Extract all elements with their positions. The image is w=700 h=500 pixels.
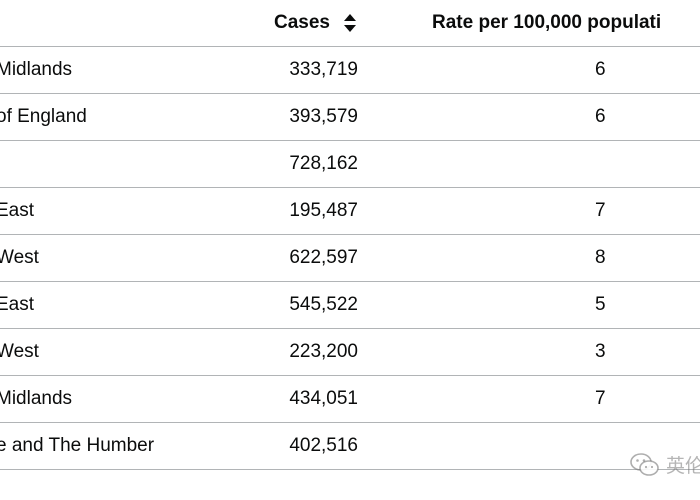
- cell-area: of England: [0, 93, 168, 141]
- watermark-text: 英伦: [665, 456, 700, 477]
- header-cases[interactable]: Cases: [168, 0, 358, 47]
- cell-rate: 5: [358, 281, 700, 329]
- cell-rate: [358, 140, 700, 188]
- cell-rate: 6: [358, 93, 700, 141]
- table-row: 728,162: [0, 140, 700, 188]
- cell-area: East: [0, 187, 168, 235]
- cell-cases: 728,162: [168, 140, 358, 188]
- cases-table: Cases Rate per 100,000 populati Midlands…: [0, 0, 700, 470]
- header-row: Cases Rate per 100,000 populati: [0, 0, 700, 47]
- cell-cases: 545,522: [168, 281, 358, 329]
- header-rate[interactable]: Rate per 100,000 populati: [358, 0, 700, 47]
- watermark: 英伦: [630, 451, 700, 478]
- cell-rate: 7: [358, 187, 700, 235]
- table-row: e and The Humber 402,516: [0, 422, 700, 470]
- table-row: of England 393,579 6: [0, 93, 700, 141]
- cell-area: West: [0, 328, 168, 376]
- table-row: Midlands 333,719 6: [0, 46, 700, 94]
- table-row: West 223,200 3: [0, 328, 700, 376]
- table-header: Cases Rate per 100,000 populati: [0, 0, 700, 47]
- table-body: Midlands 333,719 6 of England 393,579 6 …: [0, 46, 700, 470]
- cell-cases: 223,200: [168, 328, 358, 376]
- cell-area: East: [0, 281, 168, 329]
- cell-cases: 195,487: [168, 187, 358, 235]
- header-cases-label: Cases: [274, 11, 330, 33]
- cell-rate: 3: [358, 328, 700, 376]
- sort-up-down-icon[interactable]: [342, 13, 358, 33]
- cell-rate: 8: [358, 234, 700, 282]
- table-row: Midlands 434,051 7: [0, 375, 700, 423]
- cell-rate: 7: [358, 375, 700, 423]
- cell-area: e and The Humber: [0, 422, 168, 470]
- cell-cases: 393,579: [168, 93, 358, 141]
- cell-area: [0, 140, 168, 188]
- cell-rate: 6: [358, 46, 700, 94]
- table-row: West 622,597 8: [0, 234, 700, 282]
- cell-cases: 434,051: [168, 375, 358, 423]
- cell-area: Midlands: [0, 375, 168, 423]
- cell-area: Midlands: [0, 46, 168, 94]
- wechat-icon: [630, 452, 660, 478]
- cell-cases: 622,597: [168, 234, 358, 282]
- cell-cases: 402,516: [168, 422, 358, 470]
- header-area: [0, 0, 168, 47]
- cell-area: West: [0, 234, 168, 282]
- header-cases-inner[interactable]: Cases: [168, 12, 358, 34]
- table-row: East 545,522 5: [0, 281, 700, 329]
- table-row: East 195,487 7: [0, 187, 700, 235]
- cell-cases: 333,719: [168, 46, 358, 94]
